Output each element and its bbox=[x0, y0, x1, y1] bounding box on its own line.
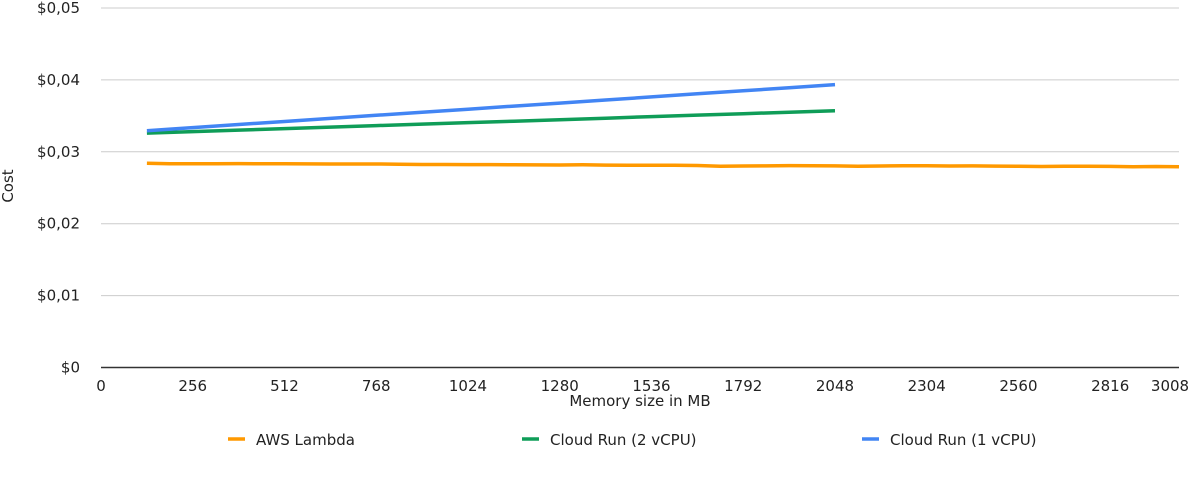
y-axis-title: Cost bbox=[0, 169, 17, 202]
series-lines bbox=[146, 82, 1180, 169]
x-tick-label: 0 bbox=[96, 377, 106, 395]
series-line-cloud-run-2-vcpu- bbox=[146, 108, 836, 135]
x-tick-label: 768 bbox=[362, 377, 391, 395]
y-tick-label: $0,03 bbox=[37, 143, 80, 161]
y-axis-ticks: $0 $0,01 $0,02 $0,03 $0,04 $0,05 bbox=[37, 0, 80, 377]
x-axis-title: Memory size in MB bbox=[569, 392, 710, 410]
series-line-aws-lambda bbox=[146, 161, 1180, 169]
x-tick-label: 1536 bbox=[632, 377, 670, 395]
x-axis-ticks: 0 256 512 768 1024 1280 1536 1792 2048 2304 2560 28… bbox=[96, 377, 1189, 395]
series-line-cloud-run-1-vcpu- bbox=[146, 82, 836, 133]
x-tick-label: 2560 bbox=[999, 377, 1037, 395]
y-tick-label: $0 bbox=[61, 359, 80, 377]
legend-item: AWS Lambda bbox=[228, 431, 355, 449]
legend-label: Cloud Run (1 vCPU) bbox=[890, 431, 1037, 449]
x-tick-label: 2816 bbox=[1091, 377, 1129, 395]
legend-item: Cloud Run (1 vCPU) bbox=[862, 431, 1037, 449]
legend-item: Cloud Run (2 vCPU) bbox=[522, 431, 697, 449]
y-tick-label: $0,01 bbox=[37, 287, 80, 305]
x-tick-label: 1024 bbox=[449, 377, 487, 395]
x-tick-label: 1792 bbox=[724, 377, 762, 395]
x-tick-label: 1280 bbox=[541, 377, 579, 395]
y-tick-label: $0,04 bbox=[37, 71, 80, 89]
legend: AWS Lambda Cloud Run (2 vCPU) Cloud Run (1… bbox=[228, 431, 1037, 449]
x-tick-label: 512 bbox=[270, 377, 299, 395]
x-tick-label: 3008 bbox=[1151, 377, 1189, 395]
y-tick-label: $0,05 bbox=[37, 0, 80, 17]
x-tick-label: 2304 bbox=[908, 377, 946, 395]
x-tick-label: 256 bbox=[178, 377, 207, 395]
y-tick-label: $0,02 bbox=[37, 215, 80, 233]
x-tick-label: 2048 bbox=[816, 377, 854, 395]
gridlines bbox=[101, 7, 1179, 297]
legend-label: Cloud Run (2 vCPU) bbox=[550, 431, 697, 449]
legend-label: AWS Lambda bbox=[256, 431, 355, 449]
